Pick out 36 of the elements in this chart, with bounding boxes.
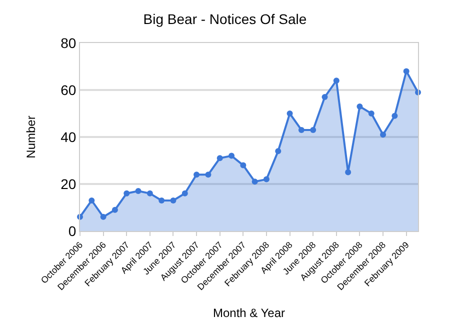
point bbox=[228, 152, 235, 159]
point bbox=[182, 190, 188, 196]
point bbox=[356, 103, 363, 110]
point bbox=[345, 169, 352, 176]
point bbox=[240, 162, 246, 168]
point bbox=[135, 188, 142, 194]
point bbox=[286, 110, 293, 116]
point bbox=[333, 78, 340, 84]
point bbox=[298, 126, 304, 133]
point bbox=[392, 112, 398, 119]
y-tick-label: 60 bbox=[60, 82, 76, 98]
y-tick-label: 20 bbox=[60, 176, 76, 192]
point bbox=[100, 214, 106, 220]
y-axis-title: Number bbox=[24, 116, 38, 158]
point bbox=[263, 176, 270, 182]
point bbox=[380, 132, 386, 138]
point bbox=[205, 172, 212, 178]
point bbox=[322, 94, 328, 100]
point bbox=[124, 190, 130, 196]
point bbox=[88, 197, 95, 204]
point bbox=[112, 206, 118, 213]
point bbox=[158, 197, 165, 204]
y-tick-label: 0 bbox=[68, 222, 76, 239]
point bbox=[194, 172, 200, 178]
y-tick-label: 40 bbox=[60, 128, 76, 145]
point bbox=[146, 190, 153, 196]
point bbox=[252, 178, 258, 185]
chart-title: Big Bear - Notices Of Sale bbox=[143, 11, 307, 28]
point bbox=[310, 126, 316, 133]
point bbox=[368, 110, 374, 116]
point bbox=[403, 68, 410, 74]
y-tick-label: 80 bbox=[60, 34, 76, 51]
point bbox=[275, 148, 282, 154]
x-axis-title: Month & Year bbox=[212, 306, 286, 320]
point bbox=[170, 197, 176, 204]
point bbox=[216, 155, 223, 162]
